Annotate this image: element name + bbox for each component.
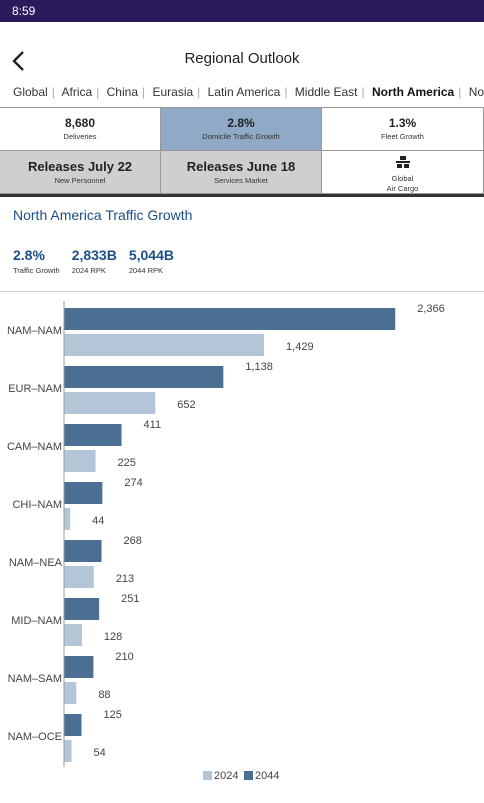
tile[interactable]: Global Air Cargo <box>322 151 484 194</box>
legend-label: 2044 <box>255 770 279 782</box>
bar <box>64 540 102 562</box>
tile[interactable]: 8,680 Deliveries <box>0 108 161 151</box>
y-tick-label: NAM–NAM <box>7 325 62 337</box>
bar <box>64 598 100 620</box>
tile-value: 2.8% <box>227 116 255 130</box>
tab[interactable]: Latin America <box>207 85 281 99</box>
tab[interactable]: Eurasia <box>152 85 194 99</box>
tab-active[interactable]: North America <box>371 85 455 99</box>
bar <box>64 656 94 678</box>
tile-label: Services Market <box>214 176 268 185</box>
tab[interactable]: Africa <box>61 85 93 99</box>
stat-value: 5,044B <box>128 247 174 263</box>
tab[interactable]: Northeast Asia <box>468 85 484 99</box>
data-label: 1,138 <box>245 361 273 373</box>
data-label: 1,429 <box>286 341 314 353</box>
tile-selected[interactable]: 2.8% Domicile Traffic Growth <box>161 108 322 151</box>
stat-label: 2044 RPK <box>128 266 164 275</box>
tile-label: Deliveries <box>63 132 97 141</box>
data-label: 54 <box>94 747 106 759</box>
tile-value: Releases June 18 <box>186 159 296 174</box>
data-label: 128 <box>104 631 122 643</box>
stat-label: 2024 RPK <box>71 266 106 275</box>
divider <box>0 194 484 197</box>
tile-label: Fleet Growth <box>381 132 424 141</box>
tile-grid: 8,680 Deliveries 2.8% Domicile Traffic Gro… <box>0 107 484 194</box>
data-label: 652 <box>177 399 195 411</box>
status-bar: 8:59 <box>0 0 484 22</box>
back-button[interactable] <box>10 50 28 72</box>
data-label: 213 <box>116 573 134 585</box>
data-label: 274 <box>124 477 142 489</box>
stat-value: 2.8% <box>13 247 45 263</box>
y-tick-label: CAM–NAM <box>7 441 62 453</box>
section-title: North America Traffic Growth <box>13 207 193 223</box>
cargo-icon <box>395 156 410 168</box>
chart: NAM–NAM 1,429 2,366 EUR–NAM 652 1,138 CAM–NAM 2… <box>7 301 445 782</box>
bar <box>64 450 96 472</box>
tab[interactable]: Middle East <box>294 85 358 99</box>
stats: 2.8% Traffic Growth 2,833B 2024 RPK 5,044B… <box>13 247 174 275</box>
tile-label: Domicile Traffic Growth <box>202 132 280 141</box>
tile-value: 1.3% <box>388 116 417 130</box>
bar <box>64 334 265 356</box>
data-label: 44 <box>92 515 104 527</box>
bar <box>64 508 71 530</box>
y-tick-label: NAM–NEA <box>9 557 63 569</box>
bar <box>64 624 82 646</box>
screen-title: Regional Outlook <box>184 50 300 67</box>
data-label: 125 <box>104 709 122 721</box>
stat: 5,044B 2044 RPK <box>129 247 174 275</box>
bar <box>64 714 82 736</box>
y-tick-label: NAM–SAM <box>8 673 62 685</box>
stat: 2.8% Traffic Growth <box>13 247 60 275</box>
tile-value: Releases July 22 <box>27 159 133 174</box>
bar <box>64 392 156 414</box>
data-label: 251 <box>121 593 139 605</box>
region-tabs: Global | Africa | China | Eurasia | Latin Am… <box>13 85 484 99</box>
bar <box>64 682 77 704</box>
y-tick-label: MID–NAM <box>11 615 62 627</box>
legend-swatch <box>203 771 212 780</box>
tile-value: 8,680 <box>64 116 96 130</box>
divider <box>0 291 484 292</box>
stat-value: 2,833B <box>71 247 117 263</box>
bar <box>64 366 224 388</box>
data-label: 268 <box>124 535 142 547</box>
tile[interactable]: 1.3% Fleet Growth <box>322 108 484 151</box>
y-tick-label: CHI–NAM <box>12 499 62 511</box>
bar <box>64 308 396 330</box>
bar <box>64 482 103 504</box>
tab[interactable]: Global <box>13 85 48 99</box>
data-label: 225 <box>118 457 136 469</box>
bar <box>64 424 122 446</box>
y-tick-label: NAM–OCE <box>8 731 62 743</box>
bar <box>64 566 94 588</box>
stat: 2,833B 2024 RPK <box>72 247 117 275</box>
legend-label: 2024 <box>214 770 238 782</box>
tile-label: Air Cargo <box>386 184 419 193</box>
stat-label: Traffic Growth <box>13 266 60 275</box>
tab[interactable]: China <box>106 85 138 99</box>
tile[interactable]: Releases July 22 New Personnel <box>0 151 161 194</box>
data-label: 411 <box>144 419 162 431</box>
data-label: 88 <box>98 689 110 701</box>
clock: 8:59 <box>12 4 36 18</box>
tile[interactable]: Releases June 18 Services Market <box>161 151 322 194</box>
tile-label: Global <box>391 174 414 183</box>
data-label: 2,366 <box>417 303 445 315</box>
legend-swatch <box>244 771 253 780</box>
y-tick-label: EUR–NAM <box>8 383 62 395</box>
data-label: 210 <box>115 651 133 663</box>
tile-label: New Personnel <box>54 176 106 185</box>
bar <box>64 740 72 762</box>
